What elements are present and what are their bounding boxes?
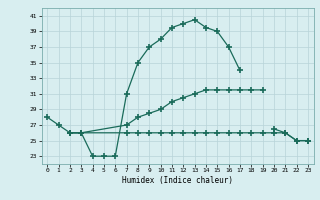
X-axis label: Humidex (Indice chaleur): Humidex (Indice chaleur) bbox=[122, 176, 233, 185]
